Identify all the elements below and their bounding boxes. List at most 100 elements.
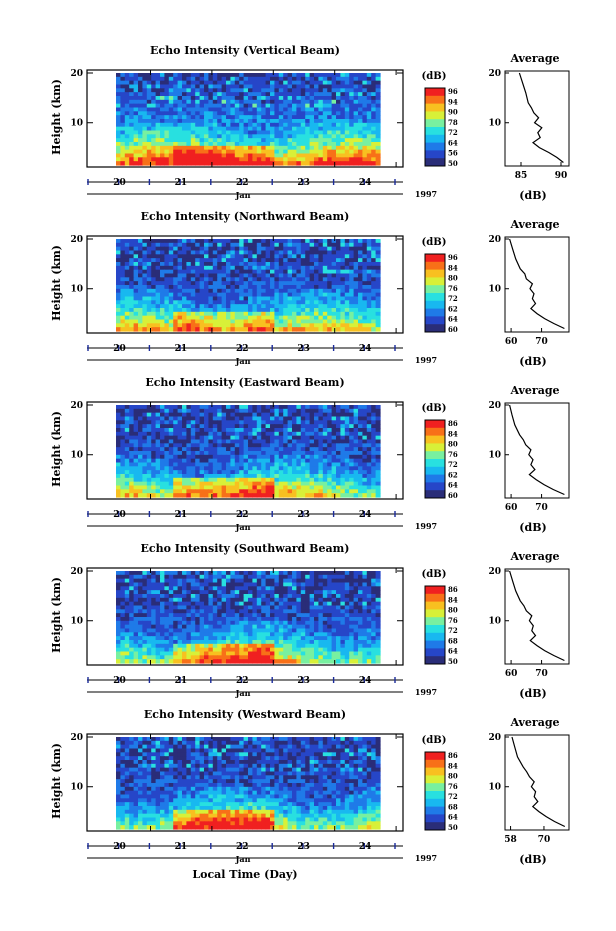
heatmap-cell bbox=[186, 277, 192, 282]
heatmap-cell bbox=[212, 586, 218, 591]
heatmap-cell bbox=[164, 130, 170, 135]
heatmap-cell bbox=[353, 420, 359, 425]
heatmap-cell bbox=[234, 466, 240, 471]
heatmap-cell bbox=[371, 420, 377, 425]
heatmap-cell bbox=[349, 92, 355, 97]
heatmap-cell bbox=[230, 92, 236, 97]
heatmap-cell bbox=[116, 578, 121, 584]
heatmap-cell bbox=[349, 73, 355, 78]
heatmap-cell bbox=[204, 281, 209, 286]
y-tick-label: 10 bbox=[70, 451, 83, 461]
heatmap-cell bbox=[353, 493, 359, 498]
heatmap-cell bbox=[234, 80, 240, 86]
heatmap-cell bbox=[155, 327, 161, 332]
heatmap-cell bbox=[344, 96, 350, 101]
heatmap-cell bbox=[226, 296, 231, 301]
heatmap-cell bbox=[226, 273, 231, 278]
heatmap-cell bbox=[124, 262, 130, 267]
heatmap-cell bbox=[314, 594, 319, 599]
heatmap-cell bbox=[164, 594, 170, 599]
heatmap-cell bbox=[151, 489, 157, 494]
heatmap-cell bbox=[344, 470, 350, 475]
heatmap-cell bbox=[173, 122, 179, 128]
heatmap-cell bbox=[124, 493, 130, 498]
heatmap-cell bbox=[173, 76, 179, 82]
heatmap-cell bbox=[362, 99, 368, 105]
heatmap-cell bbox=[327, 119, 333, 124]
heatmap-cell bbox=[168, 285, 174, 290]
heatmap-cell bbox=[146, 265, 152, 271]
heatmap-cell bbox=[124, 454, 130, 460]
heatmap-cell bbox=[305, 246, 311, 252]
heatmap-cell bbox=[331, 571, 337, 576]
heatmap-cell bbox=[230, 130, 236, 135]
heatmap-cell bbox=[366, 269, 372, 275]
heatmap-cell bbox=[190, 311, 196, 317]
heatmap-cell bbox=[230, 258, 236, 263]
heatmap-cell bbox=[120, 454, 126, 460]
heatmap-cell bbox=[340, 485, 346, 490]
heatmap-cell bbox=[151, 481, 157, 487]
heatmap-cell bbox=[120, 96, 126, 101]
heatmap-cell bbox=[182, 92, 187, 97]
heatmap-cell bbox=[300, 578, 306, 584]
heatmap-cell bbox=[195, 269, 201, 275]
heatmap-cell bbox=[274, 408, 280, 414]
heatmap-cell bbox=[327, 285, 333, 290]
heatmap-cell bbox=[340, 107, 346, 112]
heatmap-cell bbox=[278, 88, 284, 93]
heatmap-cell bbox=[314, 462, 319, 467]
heatmap-cell bbox=[362, 462, 368, 467]
heatmap-cell bbox=[160, 126, 165, 132]
heatmap-cell bbox=[371, 103, 377, 109]
heatmap-cell bbox=[230, 73, 236, 78]
heatmap-cell bbox=[314, 281, 319, 286]
heatmap-cell bbox=[283, 296, 289, 301]
heatmap-cell bbox=[274, 119, 280, 124]
heatmap-cell bbox=[349, 412, 355, 418]
heatmap-cell bbox=[305, 107, 311, 112]
heatmap-cell bbox=[160, 323, 165, 328]
heatmap-cell bbox=[366, 126, 372, 132]
heatmap-cell bbox=[296, 435, 302, 441]
heatmap-cell bbox=[186, 304, 192, 309]
heatmap-cell bbox=[221, 439, 227, 444]
heatmap-cell bbox=[296, 323, 302, 328]
heatmap-cell bbox=[133, 119, 139, 124]
heatmap-cell bbox=[270, 88, 275, 93]
heatmap-cell bbox=[292, 80, 297, 86]
heatmap-cell bbox=[116, 308, 121, 313]
heatmap-cell bbox=[186, 451, 192, 456]
heatmap-cell bbox=[234, 435, 240, 441]
heatmap-cell bbox=[296, 145, 302, 151]
heatmap-cell bbox=[155, 292, 161, 298]
heatmap-cell bbox=[212, 296, 218, 301]
heatmap-cell bbox=[230, 250, 236, 255]
heatmap-cell bbox=[292, 308, 297, 313]
heatmap-cell bbox=[151, 134, 157, 139]
heatmap-cell bbox=[287, 84, 293, 89]
heatmap-cell bbox=[322, 84, 328, 89]
heatmap-cell bbox=[278, 254, 284, 259]
heatmap-cell bbox=[283, 424, 289, 429]
heatmap-cell bbox=[248, 292, 253, 298]
heatmap-cell bbox=[366, 288, 372, 294]
heatmap-cell bbox=[349, 454, 355, 460]
heatmap-cell bbox=[212, 405, 218, 410]
heatmap-cell bbox=[344, 315, 350, 321]
heatmap-cell bbox=[173, 84, 179, 89]
heatmap-cell bbox=[146, 262, 152, 267]
heatmap-cell bbox=[230, 88, 236, 93]
heatmap-cell bbox=[160, 119, 165, 124]
heatmap-cell bbox=[344, 420, 350, 425]
heatmap-cell bbox=[160, 111, 165, 116]
heatmap-cell bbox=[278, 300, 284, 305]
heatmap-cell bbox=[305, 323, 311, 328]
heatmap-cell bbox=[287, 447, 293, 452]
heatmap-cell bbox=[177, 574, 183, 580]
heatmap-cell bbox=[287, 242, 293, 248]
heatmap-cell bbox=[270, 571, 275, 576]
heatmap-frame bbox=[86, 69, 404, 168]
heatmap-cell bbox=[371, 254, 377, 259]
heatmap-cell bbox=[168, 142, 174, 147]
